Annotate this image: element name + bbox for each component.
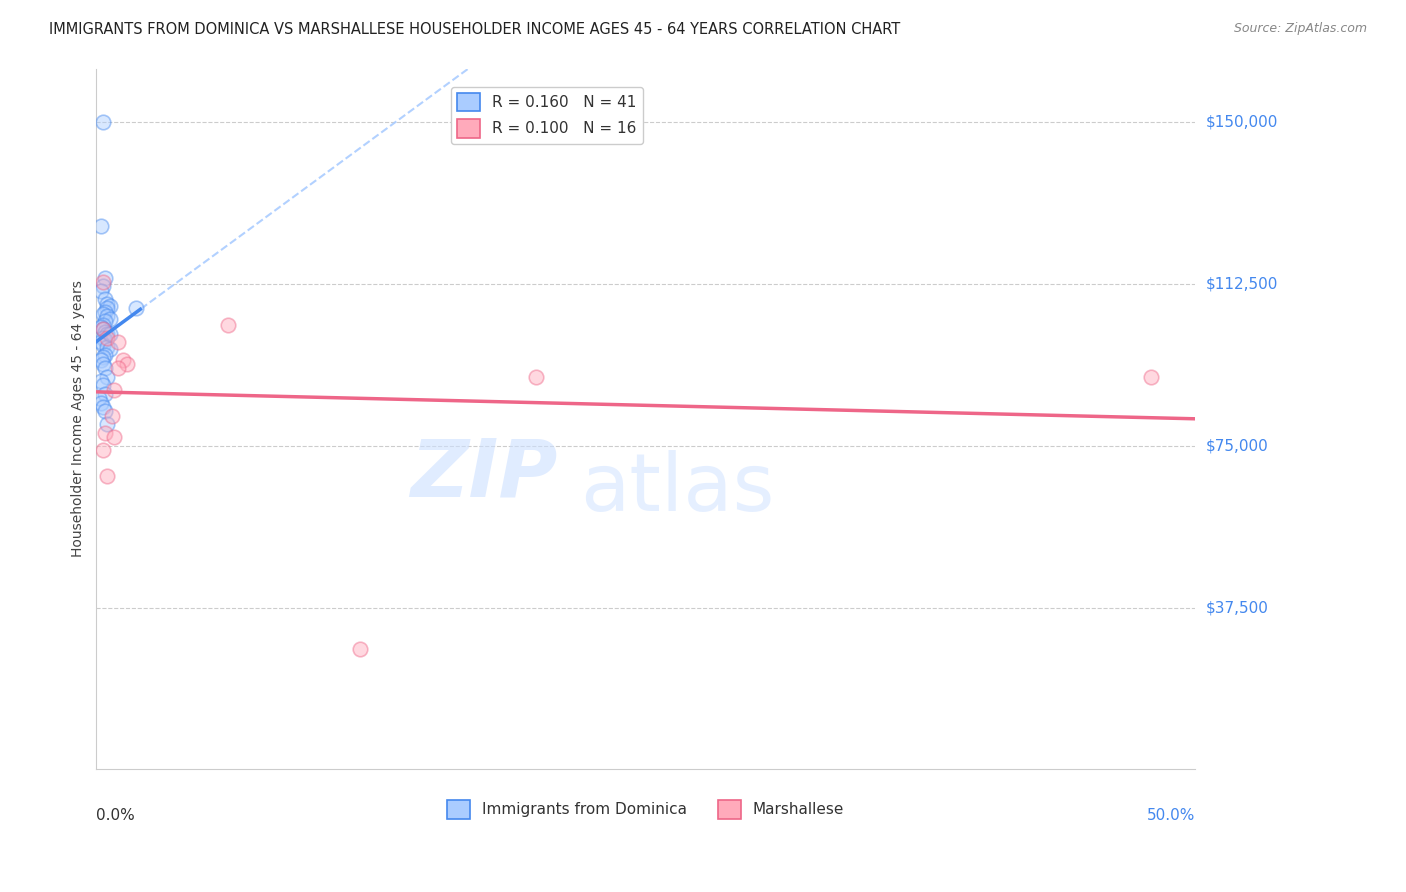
- Point: [94, 305, 117, 319]
- Point: [98, 342, 121, 356]
- Point: [96, 417, 118, 432]
- Text: 50.0%: 50.0%: [1147, 808, 1195, 822]
- Legend: Immigrants from Dominica, Marshallese: Immigrants from Dominica, Marshallese: [441, 794, 851, 825]
- Point: [107, 335, 129, 350]
- Text: $112,500: $112,500: [1206, 277, 1278, 292]
- Point: [91, 275, 114, 289]
- Point: [1140, 369, 1163, 384]
- Point: [87, 392, 110, 406]
- Text: atlas: atlas: [579, 450, 775, 528]
- Text: 0.0%: 0.0%: [97, 808, 135, 822]
- Point: [94, 325, 117, 339]
- Point: [91, 307, 114, 321]
- Point: [91, 357, 114, 371]
- Point: [94, 425, 117, 440]
- Point: [94, 292, 117, 306]
- Point: [96, 326, 118, 341]
- Point: [94, 387, 117, 401]
- Point: [91, 331, 114, 345]
- Point: [96, 469, 118, 483]
- Point: [349, 641, 371, 656]
- Point: [96, 340, 118, 354]
- Point: [98, 299, 121, 313]
- Point: [91, 322, 114, 336]
- Point: [94, 404, 117, 418]
- Point: [115, 357, 138, 371]
- Point: [103, 430, 125, 444]
- Point: [94, 270, 117, 285]
- Point: [94, 333, 117, 347]
- Point: [107, 361, 129, 376]
- Point: [90, 219, 112, 233]
- Point: [94, 348, 117, 362]
- Point: [91, 400, 114, 414]
- Text: $37,500: $37,500: [1206, 600, 1270, 615]
- Point: [96, 296, 118, 310]
- Text: $75,000: $75,000: [1206, 438, 1268, 453]
- Point: [125, 301, 148, 315]
- Point: [90, 284, 112, 298]
- Point: [111, 352, 134, 367]
- Y-axis label: Householder Income Ages 45 - 64 years: Householder Income Ages 45 - 64 years: [72, 280, 86, 558]
- Point: [90, 374, 112, 388]
- Point: [524, 369, 547, 384]
- Point: [90, 320, 112, 334]
- Point: [217, 318, 239, 332]
- Point: [98, 311, 121, 326]
- Point: [91, 443, 114, 458]
- Point: [90, 352, 112, 367]
- Point: [98, 326, 121, 341]
- Point: [91, 318, 114, 332]
- Point: [103, 383, 125, 397]
- Point: [96, 369, 118, 384]
- Point: [91, 337, 114, 351]
- Point: [94, 361, 117, 376]
- Point: [91, 279, 114, 293]
- Point: [90, 396, 112, 410]
- Text: Source: ZipAtlas.com: Source: ZipAtlas.com: [1233, 22, 1367, 36]
- Point: [90, 335, 112, 350]
- Point: [91, 351, 114, 365]
- Text: $150,000: $150,000: [1206, 115, 1278, 130]
- Point: [91, 378, 114, 392]
- Text: ZIP: ZIP: [411, 436, 558, 514]
- Point: [94, 314, 117, 328]
- Point: [91, 322, 114, 336]
- Point: [96, 301, 118, 315]
- Text: IMMIGRANTS FROM DOMINICA VS MARSHALLESE HOUSEHOLDER INCOME AGES 45 - 64 YEARS CO: IMMIGRANTS FROM DOMINICA VS MARSHALLESE …: [49, 22, 900, 37]
- Point: [100, 409, 122, 423]
- Point: [96, 310, 118, 324]
- Point: [91, 115, 114, 129]
- Point: [96, 331, 118, 345]
